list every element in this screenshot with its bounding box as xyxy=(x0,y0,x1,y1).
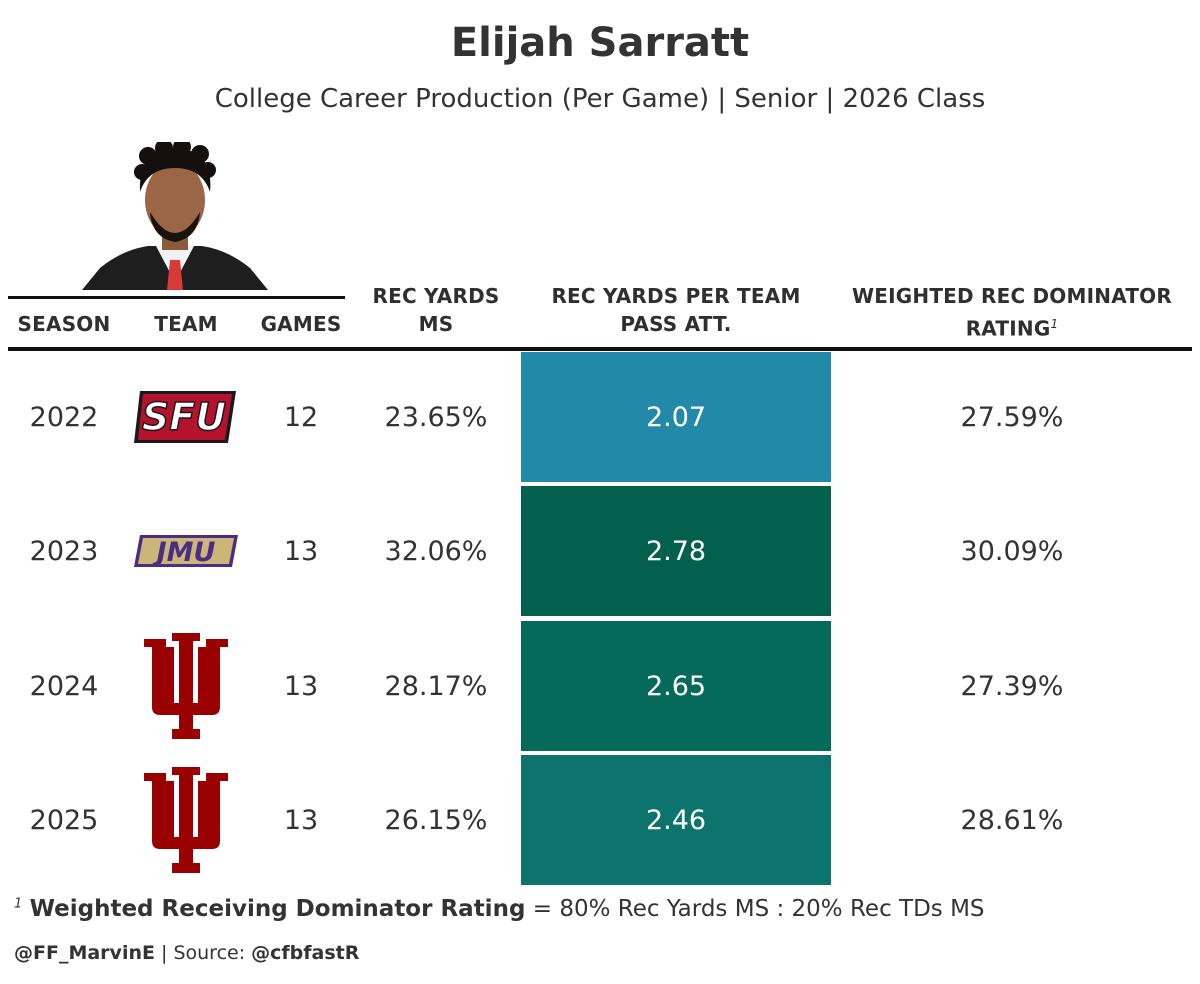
credit-separator: | Source: xyxy=(154,942,252,964)
row-2022-weighted-dominator: 27.59% xyxy=(960,401,1064,433)
row-2024-games: 13 xyxy=(283,670,319,702)
col-header-weighted-dominator: WEIGHTED REC DOMINATOR RATING1 xyxy=(836,282,1188,343)
chart-title: Elijah Sarratt xyxy=(450,20,750,66)
row-2024-ypa-cell: 2.65 xyxy=(521,621,831,751)
credit-source: @cfbfastR xyxy=(251,942,360,964)
row-2025-rec-yards-ms: 26.15% xyxy=(384,804,488,836)
col-header-season-label: SEASON xyxy=(17,312,111,336)
col-header-ypa-line1: REC YARDS PER TEAM xyxy=(551,284,801,308)
player-headshot xyxy=(82,142,268,290)
col-header-rec-yards-ms-line1: REC YARDS xyxy=(372,284,500,308)
row-2023-rec-yards-ms: 32.06% xyxy=(384,535,488,567)
row-2024-weighted-dominator: 27.39% xyxy=(960,670,1064,702)
footnote: 1 Weighted Receiving Dominator Rating = … xyxy=(14,896,985,922)
col-header-wdr-line1: WEIGHTED REC DOMINATOR xyxy=(852,284,1172,308)
col-header-rec-yards-ms: REC YARDS MS xyxy=(356,282,516,338)
col-header-wdr-footnote-mark: 1 xyxy=(1050,317,1059,331)
row-2023-games: 13 xyxy=(283,535,319,567)
row-2025-weighted-dominator: 28.61% xyxy=(960,804,1064,836)
col-header-ypa: REC YARDS PER TEAM PASS ATT. xyxy=(526,282,826,338)
footnote-mark: 1 xyxy=(14,896,23,912)
row-2023-season: 2023 xyxy=(29,535,99,567)
sfu-logo-graphic: SFU xyxy=(134,391,236,443)
col-header-rec-yards-ms-line2: MS xyxy=(418,312,454,336)
footnote-definition: = 80% Rec Yards MS : 20% Rec TDs MS xyxy=(525,896,985,922)
col-header-games: GAMES xyxy=(252,310,350,338)
indiana-logo xyxy=(132,755,240,885)
row-2022-ypa-cell: 2.07 xyxy=(521,352,831,482)
row-2024-season: 2024 xyxy=(29,670,99,702)
col-header-team: TEAM xyxy=(130,310,242,338)
credit-line: @FF_MarvinE | Source: @cfbfastR xyxy=(14,942,359,964)
row-2025-season: 2025 xyxy=(29,804,99,836)
col-header-season: SEASON xyxy=(8,310,120,338)
header-rule-left xyxy=(8,296,345,299)
sfu-logo-text: SFU xyxy=(142,395,226,439)
row-2022-rec-yards-ms: 23.65% xyxy=(384,401,488,433)
footnote-term: Weighted Receiving Dominator Rating xyxy=(29,896,526,922)
row-2024-rec-yards-ms: 28.17% xyxy=(384,670,488,702)
indiana-logo-graphic xyxy=(144,767,228,873)
indiana-logo xyxy=(132,621,240,751)
header-rule-main xyxy=(8,347,1192,351)
credit-author: @FF_MarvinE xyxy=(14,942,155,964)
jmu-logo-graphic: JMU xyxy=(134,535,238,568)
jmu-logo: JMU xyxy=(132,486,240,616)
sfu-logo: SFU xyxy=(132,352,240,482)
row-2024-ypa-value: 2.65 xyxy=(645,670,707,702)
row-2022-ypa-value: 2.07 xyxy=(645,401,707,433)
indiana-logo-graphic xyxy=(144,633,228,739)
row-2025-ypa-cell: 2.46 xyxy=(521,755,831,885)
col-header-wdr-line2: RATING xyxy=(965,316,1051,341)
chart-subtitle: College Career Production (Per Game) | S… xyxy=(214,84,986,114)
col-header-team-label: TEAM xyxy=(154,312,218,336)
col-header-games-label: GAMES xyxy=(260,312,342,336)
jmu-logo-text: JMU xyxy=(152,537,216,568)
row-2025-ypa-value: 2.46 xyxy=(645,804,707,836)
row-2023-weighted-dominator: 30.09% xyxy=(960,535,1064,567)
row-2022-games: 12 xyxy=(283,401,319,433)
row-2025-games: 13 xyxy=(283,804,319,836)
row-2023-ypa-cell: 2.78 xyxy=(521,486,831,616)
col-header-ypa-line2: PASS ATT. xyxy=(620,312,732,336)
row-2022-season: 2022 xyxy=(29,401,99,433)
row-2023-ypa-value: 2.78 xyxy=(645,535,707,567)
